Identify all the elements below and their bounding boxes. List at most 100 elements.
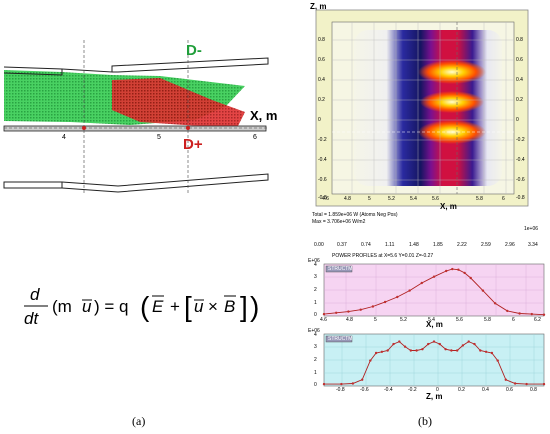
profile1-point (451, 267, 454, 271)
colorbar-multiplier: 1e+06 (524, 226, 539, 232)
eq-dt: dt (24, 309, 39, 328)
profile2-yunit: E+06 (308, 328, 320, 334)
svg-text:[: [ (184, 291, 192, 322)
profile2-legend: STRUCTM (328, 336, 353, 342)
profile1-point (481, 289, 485, 292)
axis-label-x: X, m (250, 108, 278, 123)
profile1-yunit: E+06 (308, 258, 320, 264)
profile2-point (398, 340, 401, 343)
profile2-point (473, 342, 476, 346)
panel-b: Z, m (302, 0, 550, 434)
profile1-point (469, 276, 472, 280)
profile1-point (420, 281, 423, 285)
map-yticks: 0.8 0.6 0.4 0.2 0 -0.2 -0.4 -0.6 -0.8 (516, 37, 525, 201)
profile2-point (438, 342, 441, 346)
profile1-point (371, 305, 375, 308)
profile2-point (450, 349, 453, 352)
map-ylabel: Z, m (310, 2, 327, 11)
tick-5: 5 (157, 134, 161, 141)
eq-cross: × (208, 297, 218, 316)
profile1-point (396, 295, 399, 299)
profile1-point (542, 313, 546, 316)
profile1-point (463, 271, 466, 275)
profile2-point (444, 348, 447, 351)
profile2-point (461, 344, 465, 347)
eq-u2: u (194, 297, 204, 316)
profiles-title: POWER PROFILES at X=5.6 Y=0.01 Z=-0.27 (332, 253, 434, 259)
axis-strip (3, 125, 267, 132)
profile2-point (351, 382, 355, 385)
lorentz-equation: d dt (m u ) = q ( E + [ u × B ] ) (24, 285, 259, 328)
profile2-point (322, 382, 326, 386)
eq-close: ) = q (94, 297, 129, 316)
lower-wall (3, 181, 63, 189)
profile2-point (496, 359, 499, 362)
profile2-point (484, 350, 488, 353)
svg-text:(: ( (140, 291, 150, 322)
profile2-point (513, 382, 517, 385)
profile2-point (361, 378, 364, 381)
eq-plus: + (170, 297, 180, 316)
profile2-point (340, 382, 343, 386)
profile1-point (506, 309, 509, 313)
profile1-point (493, 302, 497, 305)
profile1-xlabel: X, m (426, 320, 443, 329)
profile2-point (542, 382, 546, 386)
profile2-point (456, 349, 459, 352)
hotspot-upper (418, 60, 486, 84)
profile1-chart (322, 263, 546, 317)
beam-diagram (3, 40, 269, 195)
tick-6: 6 (253, 134, 257, 141)
profile1-point (432, 275, 436, 278)
heatmap-frame (315, 9, 529, 207)
svg-text:): ) (250, 291, 259, 322)
profile2-xlabel: Z, m (426, 392, 443, 401)
profile1-point (457, 268, 460, 271)
profile2-point (427, 342, 430, 346)
caption-b: (b) (418, 414, 432, 428)
profile1-point (445, 269, 448, 273)
eq-u: u (82, 297, 92, 316)
profile1-point (408, 289, 411, 292)
profile2-point (525, 382, 528, 386)
profile2-point (421, 348, 424, 351)
profile1-point (322, 312, 326, 316)
profile2-point (490, 351, 494, 355)
profile1-point (359, 308, 362, 311)
profile2-point (369, 359, 372, 362)
map-total: Total = 1.859e+06 W (Atoms Neg Pos) (312, 212, 398, 218)
profile1-point (383, 300, 387, 304)
profile2-point (432, 340, 436, 343)
profile1-point (335, 311, 338, 314)
profile2-point (386, 349, 389, 352)
panel-a: D- D+ X, m 4 5 6 d dt (m u ) = q ( E + [… (3, 40, 278, 428)
eq-b: B (224, 297, 235, 316)
d-plus-beam (112, 78, 245, 126)
upper-wall (3, 66, 63, 76)
map-xlabel: X, m (440, 202, 457, 211)
eq-lhs: (m (52, 297, 72, 316)
profile2-point (504, 378, 507, 381)
hotspot-middle (420, 91, 484, 113)
profile1-point (530, 312, 533, 316)
svg-text:]: ] (240, 291, 248, 322)
label-d-plus: D+ (183, 136, 203, 153)
tick-4: 4 (62, 134, 66, 141)
profile2-point (409, 349, 412, 352)
profile1-legend: STRUCTM (328, 266, 353, 272)
caption-a: (a) (132, 414, 146, 428)
profile1-point (518, 312, 521, 315)
eq-e: E (152, 297, 164, 316)
profile1-point (347, 310, 350, 313)
profile2-point (467, 340, 470, 343)
profile2-chart (322, 333, 546, 387)
map-max: Max = 3.706e+06 W/m2 (312, 219, 366, 225)
profile2-point (479, 349, 482, 352)
profile2-point (380, 350, 384, 353)
map-yticks-left: 0.8 0.6 0.4 0.2 0 -0.2 -0.4 -0.6 -0.8 (318, 37, 327, 201)
profile2-point (403, 345, 407, 348)
label-d-minus: D- (186, 42, 202, 59)
profile2-point (392, 342, 395, 346)
profile2-point (374, 351, 378, 355)
eq-d: d (30, 285, 40, 304)
